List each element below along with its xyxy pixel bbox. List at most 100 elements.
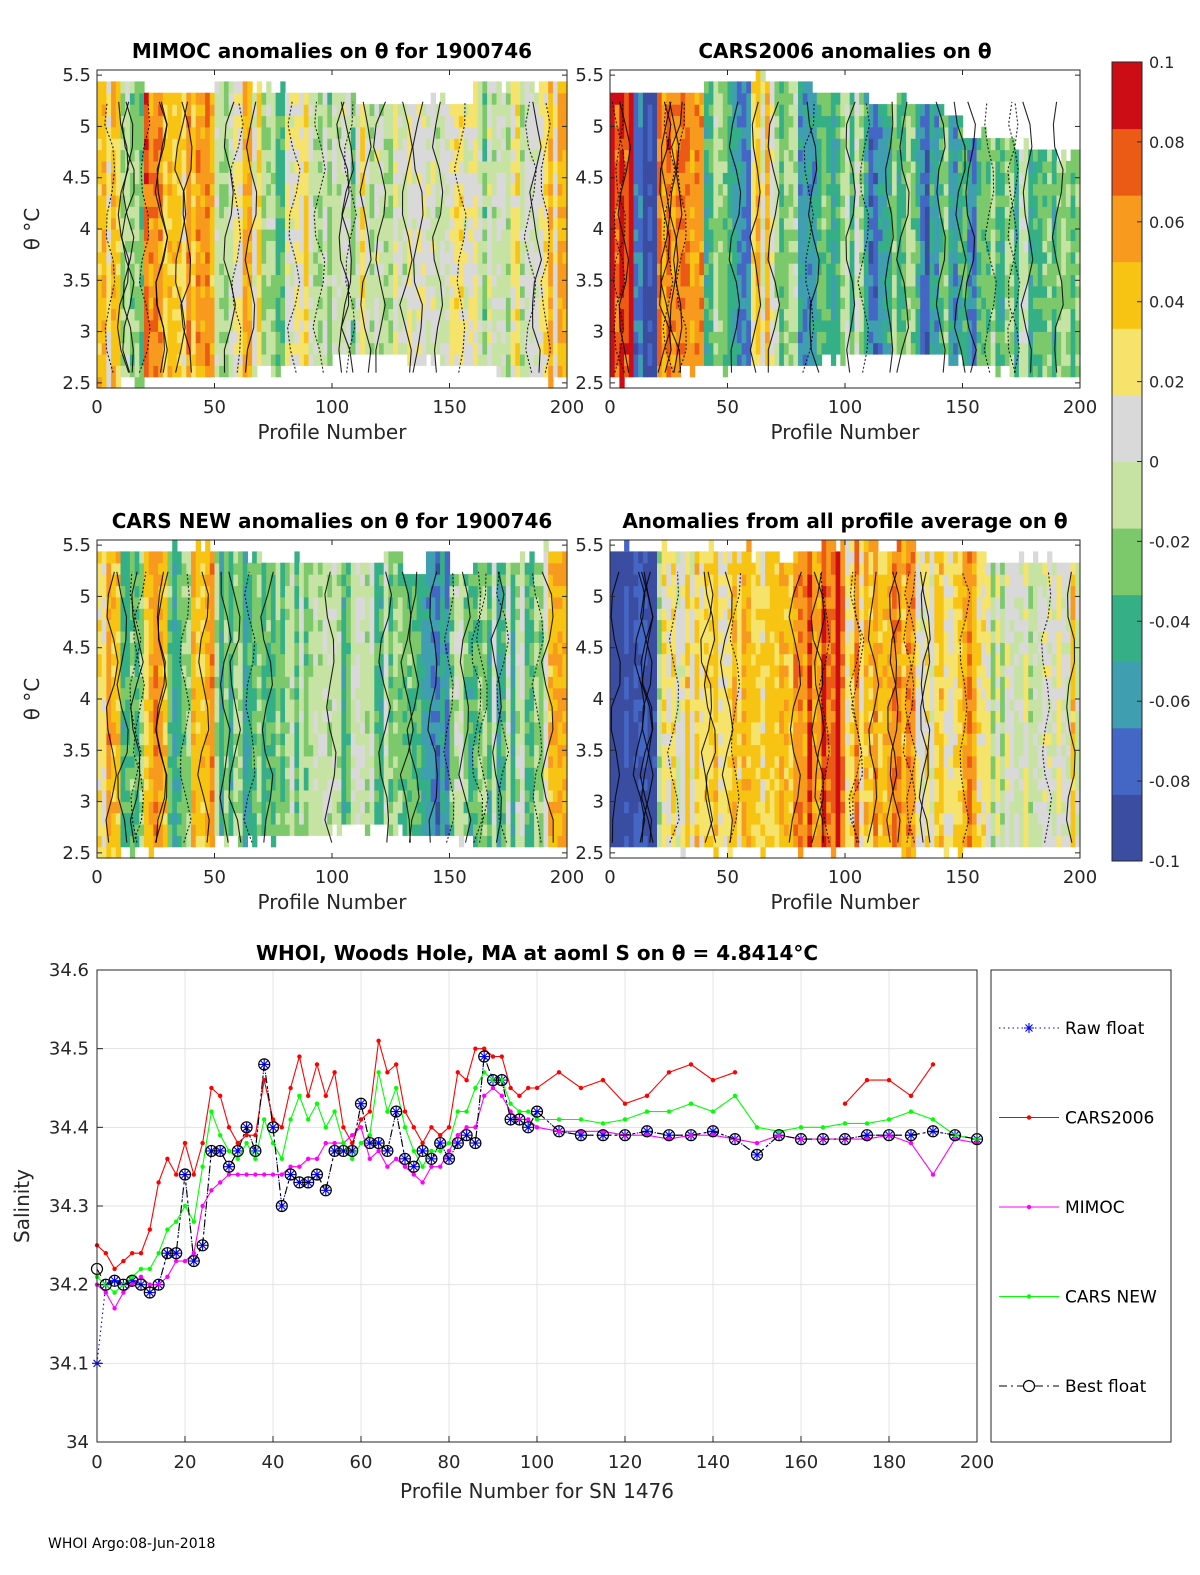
- heat-cell: [887, 194, 893, 207]
- heat-cell: [388, 274, 394, 287]
- heat-cell: [779, 353, 785, 366]
- heat-cell: [322, 263, 328, 276]
- heat-cell: [402, 308, 408, 321]
- heat-cell: [327, 331, 333, 344]
- heat-cell: [191, 160, 197, 173]
- heat-cell: [877, 274, 884, 287]
- heat-cell: [505, 274, 512, 287]
- heat-cell: [458, 331, 465, 344]
- heat-cell: [139, 319, 145, 332]
- heat-cell: [520, 149, 526, 162]
- heat-cell: [313, 126, 319, 139]
- heat-cell: [520, 240, 526, 253]
- heat-cell: [868, 104, 874, 117]
- heat-cell: [416, 194, 422, 207]
- heat-cell: [552, 240, 559, 253]
- heat-cell: [252, 115, 258, 128]
- heat-cell: [920, 126, 926, 139]
- heat-cell: [313, 263, 319, 276]
- heat-cell: [859, 217, 865, 230]
- heat-cell: [713, 217, 719, 230]
- heat-cell: [233, 285, 239, 298]
- heat-cell: [346, 274, 352, 287]
- heat-cell: [482, 104, 488, 117]
- heat-cell: [849, 183, 855, 196]
- heat-cell: [619, 194, 625, 207]
- heat-cell: [1004, 138, 1011, 151]
- heat-cell: [303, 229, 310, 241]
- heat-cell: [704, 92, 710, 105]
- heat-cell: [350, 229, 357, 241]
- x-tick-label: 100: [828, 397, 862, 418]
- heat-cell: [510, 331, 516, 344]
- heat-cell: [628, 240, 635, 253]
- heat-cell: [529, 104, 535, 117]
- heat-cell: [162, 104, 169, 117]
- heat-cell: [317, 229, 324, 241]
- heat-cell: [638, 92, 644, 105]
- heat-cell: [657, 229, 663, 241]
- heat-cell: [633, 263, 639, 276]
- heat-cell: [364, 240, 371, 253]
- heat-cell: [106, 342, 112, 355]
- heat-cell: [666, 126, 672, 139]
- heat-cell: [303, 138, 310, 151]
- heat-cell: [477, 229, 483, 241]
- heat-cell: [397, 206, 404, 219]
- heat-cell: [1023, 138, 1029, 151]
- heat-cell: [426, 115, 432, 128]
- heat-cell: [699, 263, 705, 276]
- heat-cell: [280, 285, 286, 298]
- heat-cell: [699, 115, 705, 128]
- heat-cell: [120, 206, 126, 219]
- heat-cell: [779, 342, 785, 355]
- heat-cell: [812, 319, 818, 332]
- heat-cell: [228, 81, 234, 94]
- heat-cell: [1065, 160, 1072, 173]
- heat-cell: [1033, 229, 1039, 241]
- heat-cell: [468, 138, 474, 151]
- heat-cell: [680, 115, 686, 128]
- heat-cell: [967, 138, 973, 151]
- contour-line: [857, 101, 871, 373]
- heat-cell: [1004, 217, 1011, 230]
- heat-cell: [106, 653, 112, 666]
- heat-cell: [313, 217, 319, 230]
- heat-cell: [242, 160, 248, 173]
- heat-cell: [1018, 353, 1025, 366]
- heat-cell: [233, 353, 239, 366]
- heat-cell: [247, 217, 253, 230]
- heat-cell: [106, 319, 112, 332]
- heat-cell: [840, 285, 846, 298]
- heat-cell: [524, 138, 530, 151]
- heat-cell: [270, 251, 277, 264]
- heat-cell: [798, 229, 804, 241]
- heat-cell: [962, 138, 968, 151]
- heat-cell: [101, 755, 107, 768]
- heat-cell: [619, 92, 625, 105]
- heat-cell: [162, 251, 169, 264]
- heat-cell: [449, 285, 455, 298]
- heat-cell: [430, 104, 436, 117]
- heatmap-cells: [610, 70, 1081, 389]
- heat-cell: [209, 217, 216, 230]
- heat-cell: [97, 823, 103, 836]
- heat-cell: [421, 183, 427, 196]
- heat-cell: [675, 331, 682, 344]
- heat-cell: [957, 251, 964, 264]
- heat-cell: [1028, 206, 1034, 219]
- heat-cell: [299, 331, 305, 344]
- heat-cell: [689, 172, 696, 185]
- heat-cell: [840, 319, 846, 332]
- heat-cell: [751, 172, 757, 185]
- heat-cell: [191, 342, 197, 355]
- heat-cell: [106, 630, 112, 643]
- heat-cell: [303, 149, 310, 162]
- heat-cell: [379, 251, 385, 264]
- heat-cell: [896, 229, 902, 241]
- heat-cell: [718, 319, 724, 332]
- heat-cell: [1033, 308, 1039, 321]
- heat-cell: [280, 115, 286, 128]
- heat-cell: [1033, 206, 1039, 219]
- heat-cell: [214, 240, 220, 253]
